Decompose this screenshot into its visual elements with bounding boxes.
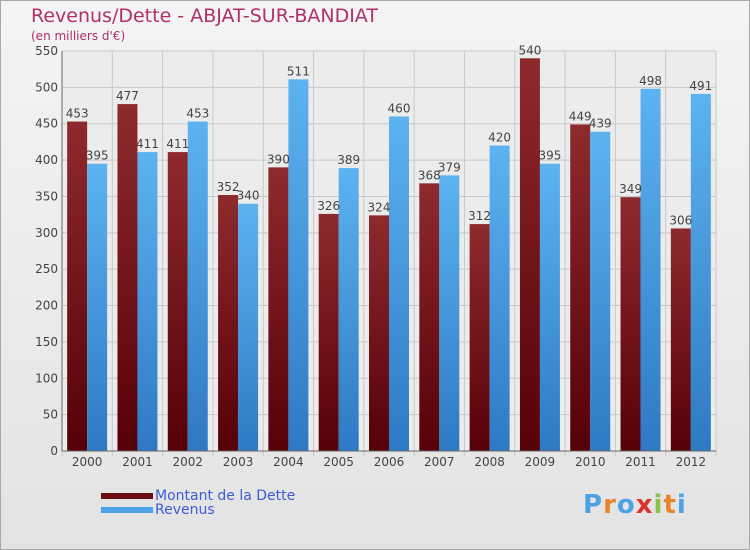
data-label-dette: 540 xyxy=(518,43,541,57)
proxiti-logo: Proxiti xyxy=(583,490,687,520)
bar-dette xyxy=(67,121,88,451)
data-label-revenus: 460 xyxy=(388,101,411,115)
x-tick-label: 2009 xyxy=(525,455,556,469)
data-label-revenus: 453 xyxy=(186,107,209,121)
bar-revenus xyxy=(87,163,108,451)
chart-title: Revenus/Dette - ABJAT-SUR-BANDIAT xyxy=(31,5,378,27)
data-label-dette: 324 xyxy=(368,200,391,214)
bar-dette xyxy=(419,183,440,451)
data-label-revenus: 491 xyxy=(689,79,712,93)
bar-revenus xyxy=(439,175,460,451)
bar-dette xyxy=(117,104,138,451)
bar-dette xyxy=(218,195,239,451)
x-tick-label: 2008 xyxy=(474,455,505,469)
data-label-revenus: 411 xyxy=(136,137,159,151)
logo-letter: x xyxy=(635,490,654,520)
bar-revenus xyxy=(238,203,259,451)
bar-dette xyxy=(268,167,289,451)
bar-dette xyxy=(369,215,389,451)
data-label-dette: 368 xyxy=(418,168,441,182)
x-tick-label: 2003 xyxy=(223,455,254,469)
x-tick-label: 2006 xyxy=(374,455,405,469)
data-label-revenus: 379 xyxy=(438,160,461,174)
data-label-dette: 312 xyxy=(468,209,491,223)
bar-dette xyxy=(570,124,591,452)
legend-swatch-revenus xyxy=(101,507,153,513)
x-tick-label: 2000 xyxy=(72,455,103,469)
logo-letter: r xyxy=(603,490,617,520)
y-tick-label: 450 xyxy=(35,117,58,131)
y-tick-label: 0 xyxy=(50,444,58,458)
data-label-dette: 411 xyxy=(166,137,189,151)
data-label-revenus: 340 xyxy=(237,189,260,203)
data-label-dette: 449 xyxy=(569,109,592,123)
data-label-dette: 352 xyxy=(217,180,240,194)
y-tick-label: 250 xyxy=(35,262,58,276)
data-label-revenus: 439 xyxy=(589,117,612,131)
data-label-revenus: 420 xyxy=(488,131,511,145)
y-tick-label: 100 xyxy=(35,371,58,385)
x-tick-label: 2011 xyxy=(625,455,656,469)
bar-revenus xyxy=(590,131,611,451)
x-tick-label: 2004 xyxy=(273,455,304,469)
bar-revenus xyxy=(187,121,208,451)
bar-revenus xyxy=(137,152,158,451)
data-label-dette: 326 xyxy=(317,199,340,213)
bar-revenus xyxy=(640,88,661,452)
bar-revenus xyxy=(489,145,510,451)
data-label-dette: 306 xyxy=(669,213,692,227)
data-label-dette: 453 xyxy=(66,107,89,121)
y-tick-label: 300 xyxy=(35,226,58,240)
x-tick-label: 2002 xyxy=(172,455,203,469)
x-tick-label: 2012 xyxy=(676,455,707,469)
chart-subtitle: (en milliers d'€) xyxy=(31,29,126,43)
axes: 0 50 100 150 200 250 300 350 400 450 500 550 2000 200… xyxy=(35,44,716,469)
legend-label-revenus: Revenus xyxy=(155,502,215,518)
data-label-revenus: 395 xyxy=(538,149,561,163)
x-tick-label: 2010 xyxy=(575,455,606,469)
logo-letter: i xyxy=(653,490,664,520)
legend-label-dette: Montant de la Dette xyxy=(155,488,296,504)
bar-revenus xyxy=(288,79,309,451)
logo-letter: t xyxy=(663,490,677,520)
legend-item-revenus: Revenus xyxy=(101,502,215,518)
data-label-dette: 349 xyxy=(619,182,642,196)
logo-letter: o xyxy=(616,490,636,520)
bar-dette xyxy=(318,213,339,451)
logo-letter: P xyxy=(583,490,604,520)
y-tick-label: 550 xyxy=(35,44,58,58)
legend-item-dette: Montant de la Dette xyxy=(101,488,295,504)
bar-dette xyxy=(469,224,490,451)
data-label-dette: 477 xyxy=(116,89,139,103)
bar-revenus xyxy=(690,93,711,451)
x-tick-label: 2005 xyxy=(323,455,354,469)
data-label-dette: 390 xyxy=(267,152,290,166)
bar-revenus xyxy=(539,163,560,451)
legend-swatch-dette xyxy=(101,493,153,499)
y-tick-label: 50 xyxy=(43,408,58,422)
data-label-revenus: 511 xyxy=(287,64,310,78)
bar-dette xyxy=(670,228,691,451)
x-tick-label: 2007 xyxy=(424,455,455,469)
y-tick-label: 150 xyxy=(35,335,58,349)
logo-letter: i xyxy=(676,490,687,520)
bar-dette xyxy=(519,58,540,451)
y-tick-label: 350 xyxy=(35,189,58,203)
bars xyxy=(67,58,711,452)
bar-dette xyxy=(167,152,188,451)
y-tick-label: 200 xyxy=(35,299,58,313)
bar-revenus xyxy=(389,116,409,452)
data-label-revenus: 498 xyxy=(639,74,662,88)
bar-dette xyxy=(620,197,641,451)
bar-revenus xyxy=(338,168,359,451)
y-tick-label: 500 xyxy=(35,80,58,94)
y-tick-label: 400 xyxy=(35,153,58,167)
data-label-revenus: 395 xyxy=(86,149,109,163)
x-tick-label: 2001 xyxy=(122,455,153,469)
data-label-revenus: 389 xyxy=(337,153,360,167)
